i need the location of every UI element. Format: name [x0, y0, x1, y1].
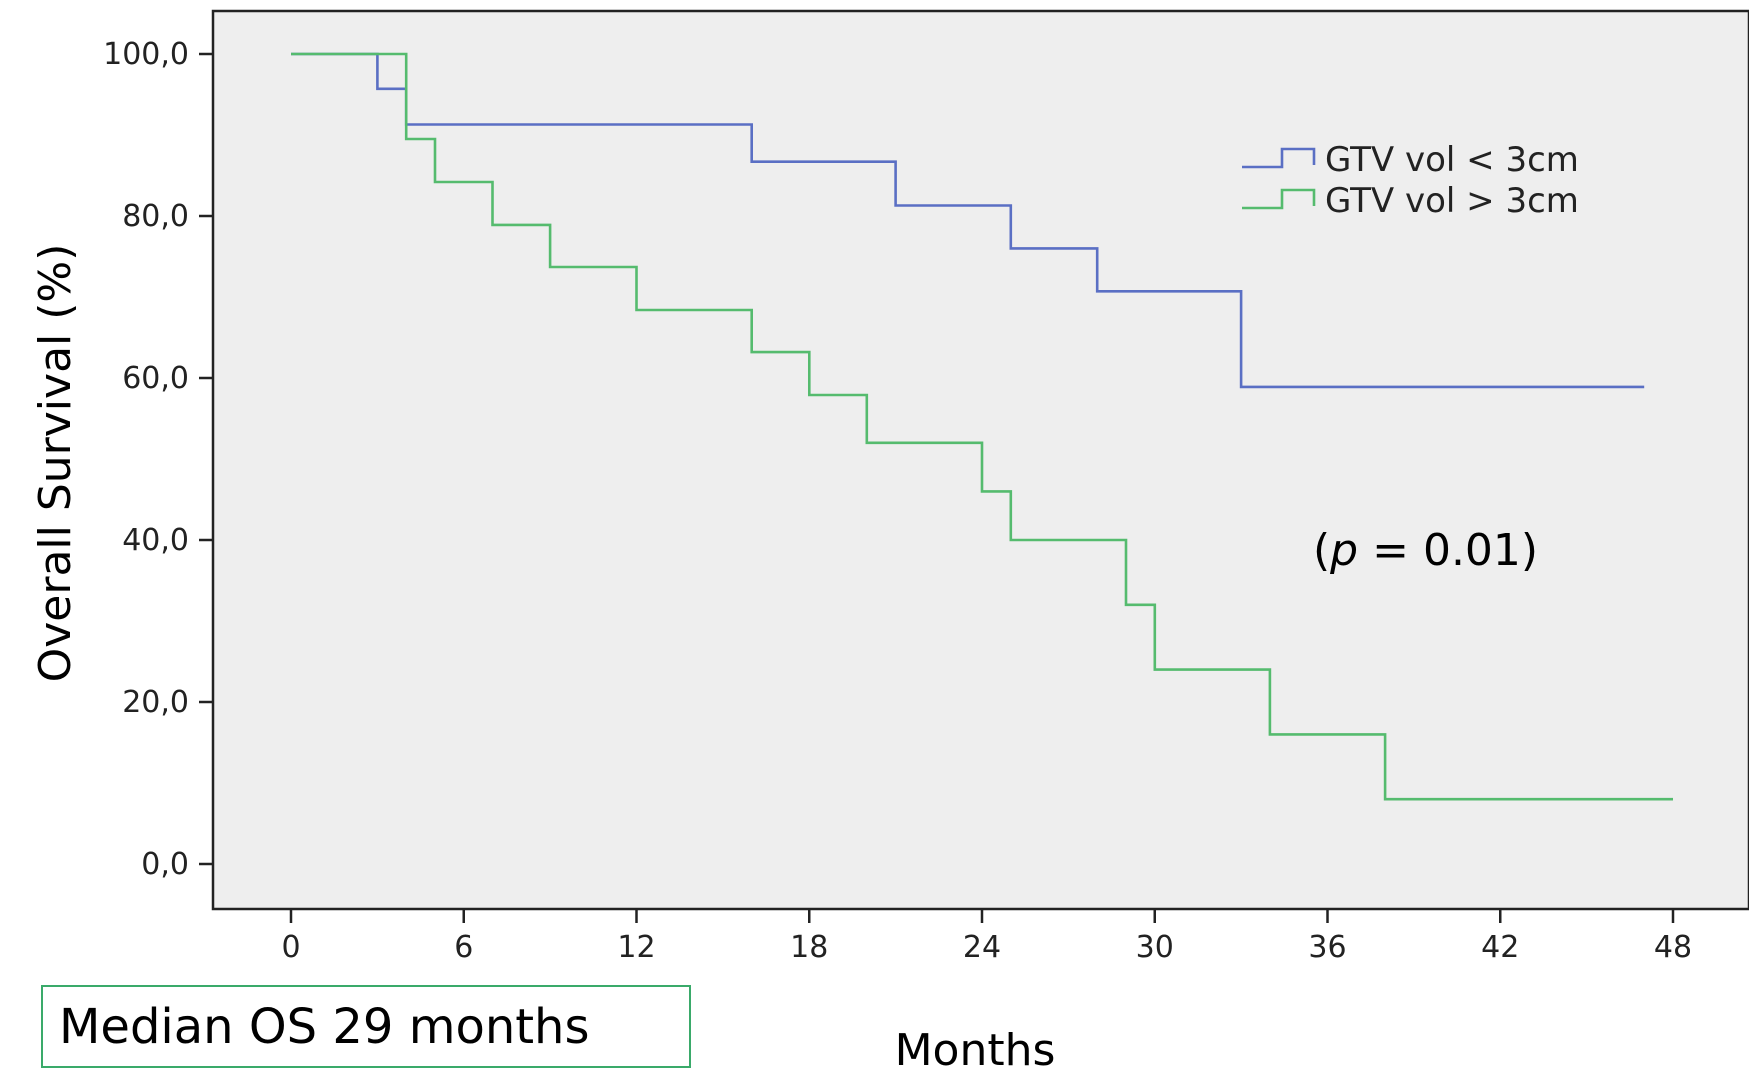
- x-tick-label: 24: [963, 930, 1001, 965]
- series-line-2: [291, 52, 1673, 801]
- x-tick-label: 6: [454, 930, 473, 965]
- median-os-label: Median OS 29 months: [59, 999, 590, 1055]
- x-tick-label: 36: [1308, 930, 1346, 965]
- x-tick-label: 18: [790, 930, 828, 965]
- y-axis-title: Overall Survival (%): [30, 244, 81, 683]
- x-tick-label: 12: [617, 930, 655, 965]
- series-layer: [291, 52, 1673, 801]
- x-axis-title: Months: [895, 1025, 1056, 1072]
- y-axis: 0,0 20,0 40,0 60,0 80,0 100,0: [103, 37, 213, 882]
- series-line-1: [291, 52, 1645, 389]
- y-tick-label: 60,0: [122, 361, 189, 396]
- x-tick-label: 48: [1654, 930, 1692, 965]
- y-tick-label: 80,0: [122, 199, 189, 234]
- legend-swatch: [1242, 188, 1316, 210]
- legend-label: GTV vol > 3cm: [1325, 181, 1579, 221]
- x-tick-label: 42: [1481, 930, 1519, 965]
- y-tick-label: 20,0: [122, 685, 189, 720]
- legend-swatch: [1242, 147, 1316, 169]
- x-axis: 0 6 12 18 24 30 36 42 48: [281, 909, 1692, 965]
- median-os-box: Median OS 29 months: [41, 985, 691, 1068]
- legend-label: GTV vol < 3cm: [1325, 140, 1579, 180]
- y-tick-label: 40,0: [122, 523, 189, 558]
- p-value-annotation: (p = 0.01): [1313, 525, 1538, 576]
- y-tick-label: 0,0: [141, 847, 189, 882]
- y-tick-label: 100,0: [103, 37, 189, 72]
- x-tick-label: 0: [281, 930, 300, 965]
- x-tick-label: 30: [1136, 930, 1174, 965]
